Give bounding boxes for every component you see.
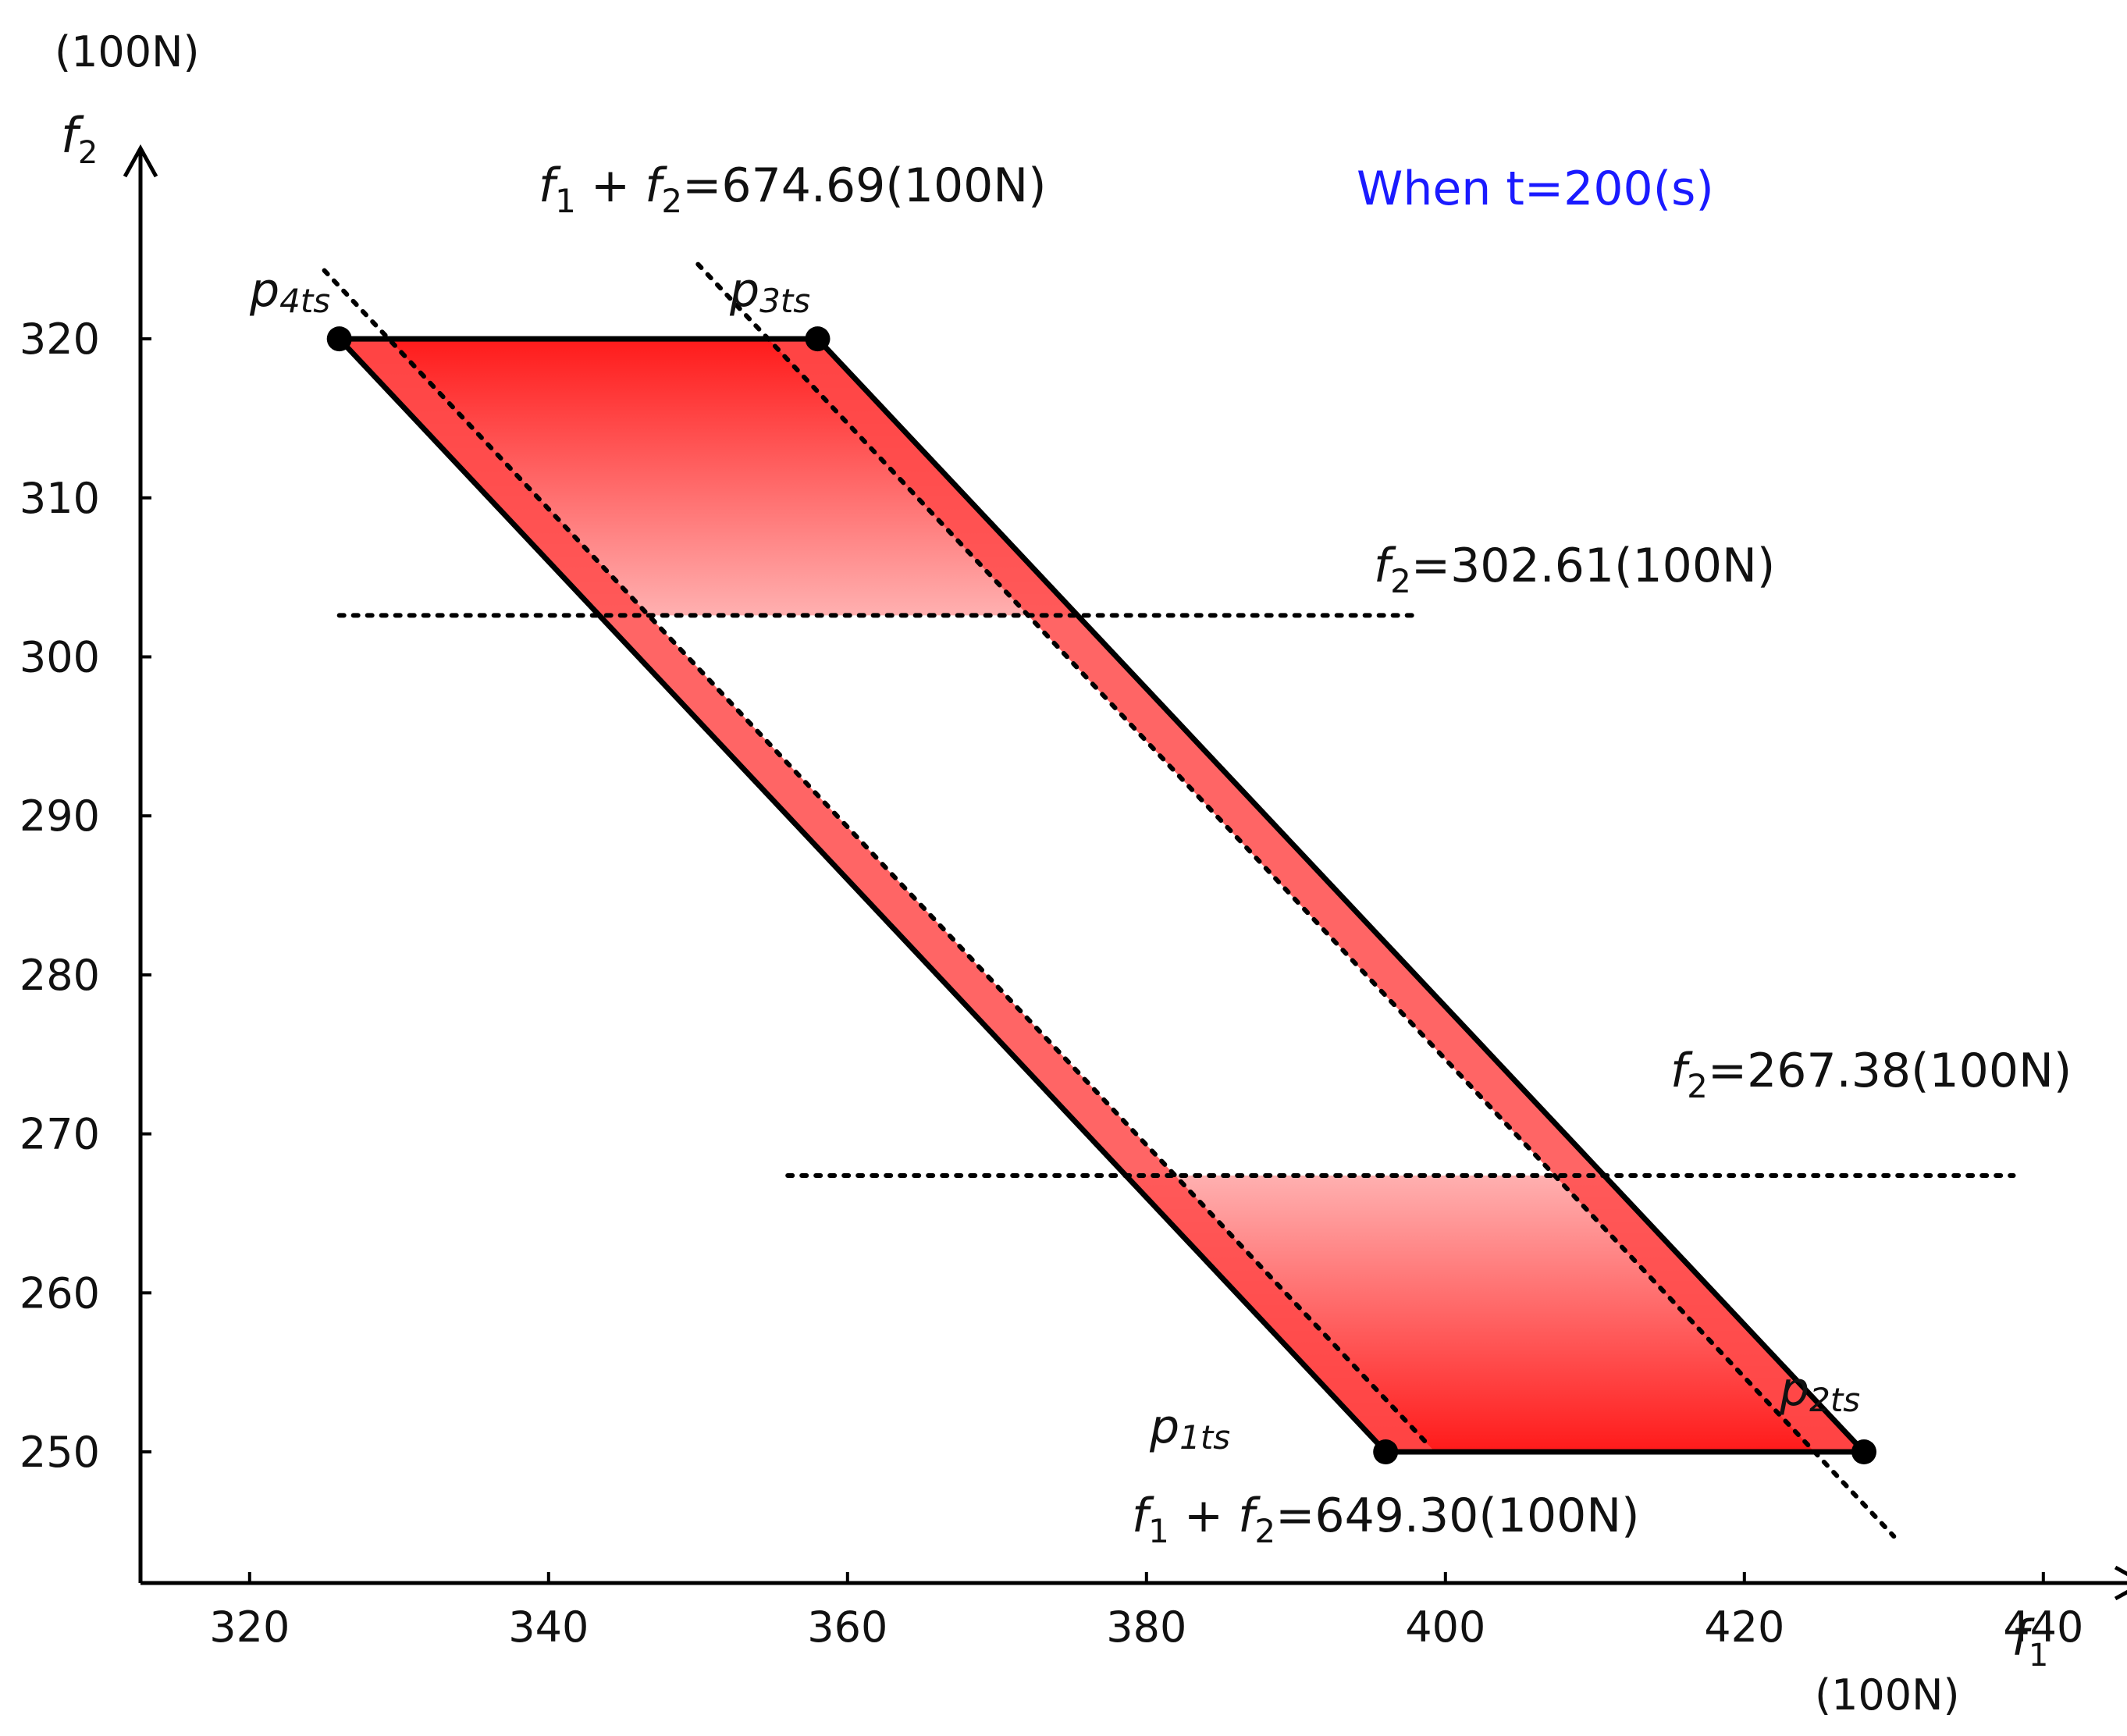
y-tick-label-250: 250 — [20, 1428, 100, 1477]
vertex-label-p2ts: p2ts — [1779, 1362, 1860, 1419]
y-tick-label-320: 320 — [20, 315, 100, 364]
top-shaded-band — [339, 339, 1078, 616]
chart-title: When t=200(s) — [1357, 162, 1714, 216]
y-tick-label-310: 310 — [20, 474, 100, 523]
x-tick-label-400: 400 — [1405, 1603, 1485, 1652]
constraint-lines — [322, 261, 2016, 1539]
left-edge-strip — [339, 339, 1435, 1453]
x-axis-arrowhead — [2114, 1565, 2127, 1601]
vertex-p3ts — [805, 326, 831, 352]
y-axis-label: f2 — [61, 107, 98, 171]
x-tick-label-360: 360 — [807, 1603, 887, 1652]
x-axis-ticks: 320 340 360 380 400 420 440 — [209, 1572, 2083, 1652]
y-axis-arrowhead — [123, 144, 158, 178]
x-axis-unit: (100N) — [1815, 1670, 1960, 1720]
vertex-label-p1ts: p1ts — [1149, 1400, 1230, 1457]
x-tick-label-380: 380 — [1106, 1603, 1186, 1652]
x-axis-label: f1 — [2011, 1610, 2048, 1674]
y-axis-ticks: 250 260 270 280 290 300 310 320 — [20, 315, 151, 1477]
annotation-f2-lower: f2=267.38(100N) — [1670, 1044, 2072, 1105]
vertex-label-p4ts: p4ts — [249, 263, 330, 320]
annotation-sum-lower: f1 + f2=649.30(100N) — [1132, 1489, 1640, 1550]
x-tick-label-320: 320 — [209, 1603, 290, 1652]
y-tick-label-270: 270 — [20, 1110, 100, 1159]
annotation-sum-upper: f1 + f2=674.69(100N) — [539, 158, 1047, 220]
shaded-regions — [339, 339, 1864, 1453]
x-tick-label-340: 340 — [508, 1603, 589, 1652]
vertex-label-p3ts: p3ts — [729, 263, 810, 320]
vertex-labels: p1ts p2ts p3ts p4ts — [249, 263, 1860, 1457]
dotted-line-sum-lower — [322, 268, 1433, 1450]
y-tick-label-260: 260 — [20, 1268, 100, 1318]
vertex-points — [326, 326, 1876, 1464]
bottom-shaded-band — [1126, 1175, 1864, 1452]
y-tick-label-300: 300 — [20, 633, 100, 682]
y-tick-label-280: 280 — [20, 951, 100, 1000]
dotted-line-sum-upper — [695, 261, 1897, 1539]
x-tick-label-420: 420 — [1704, 1603, 1784, 1652]
annotation-f2-upper: f2=302.61(100N) — [1374, 539, 1775, 600]
vertex-p4ts — [326, 326, 352, 352]
vertex-p2ts — [1851, 1439, 1876, 1464]
y-tick-label-290: 290 — [20, 792, 100, 841]
x-tick-label-440: 440 — [2003, 1603, 2083, 1652]
y-axis-unit: (100N) — [55, 27, 200, 76]
vertex-p1ts — [1373, 1439, 1399, 1464]
axes — [123, 144, 2127, 1601]
